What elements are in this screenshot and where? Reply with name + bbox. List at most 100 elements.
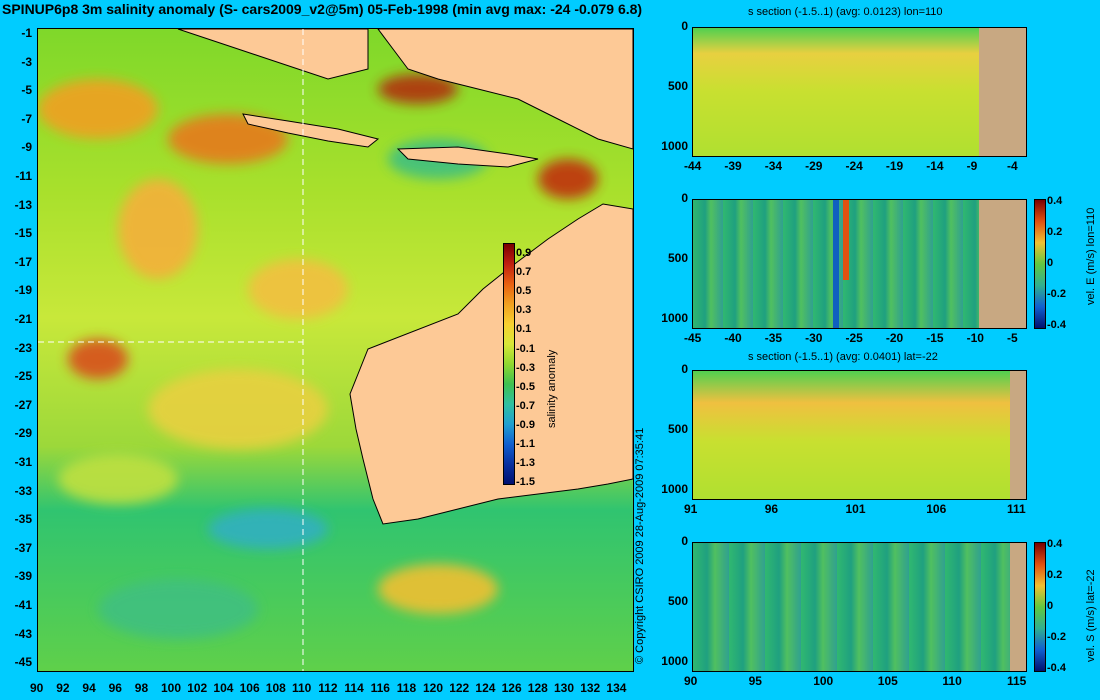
panel2-colorbar-tick: -0.2	[1047, 288, 1066, 300]
map-lat-tick: -11	[15, 169, 32, 183]
panel4-x-tick: 90	[684, 674, 698, 688]
panel1-section	[692, 27, 1027, 157]
salinity-colorbar-tick: 0.3	[516, 304, 532, 317]
panel2-x-tick: -45	[684, 331, 702, 345]
map-lon-tick: 102	[187, 681, 208, 695]
map-lon-tick: 100	[161, 681, 182, 695]
map-lat-tick: -3	[21, 54, 32, 69]
panel2-x-tick: -40	[724, 331, 742, 345]
map-lat-tick: -17	[14, 254, 32, 269]
panel4-colorbar-tick: 0.4	[1047, 538, 1063, 550]
salinity-colorbar-tick: 0.9	[516, 247, 532, 259]
map-lon-tick: 96	[108, 681, 122, 695]
map-lat-tick: -13	[14, 197, 32, 212]
salinity-colorbar-tick: 0.5	[516, 285, 532, 298]
map-lat-tick: -5	[21, 83, 32, 98]
map-lon-tick: 112	[318, 681, 338, 695]
map-lat-tick: -1	[21, 26, 32, 40]
panel2-x-tick: -30	[805, 331, 823, 345]
map-lon-tick: 132	[580, 681, 601, 695]
salinity-colorbar	[503, 243, 515, 485]
salinity-colorbar-tick: -0.7	[516, 399, 535, 412]
panel2-colorbar	[1034, 199, 1046, 329]
map-lat-tick: -7	[21, 111, 32, 126]
map-lat-tick: -45	[14, 655, 32, 670]
salinity-colorbar-tick: -0.9	[516, 418, 535, 431]
map-lon-tick: 128	[527, 681, 548, 695]
panel2-x-tick: -10	[966, 331, 984, 345]
panel2-velocity	[692, 199, 1027, 329]
panel4-x-tick: 100	[813, 674, 834, 688]
map-lon-tick: 130	[554, 681, 575, 695]
panel1-x-tick: -39	[724, 159, 742, 173]
salinity-map	[37, 28, 634, 672]
map-lon-tick: 108	[265, 681, 286, 695]
panel1-title: s section (-1.5..1) (avg: 0.0123) lon=11…	[748, 6, 943, 18]
panel4-colorbar-tick: 0	[1047, 600, 1054, 612]
map-lon-tick: 134	[606, 681, 627, 695]
map-lat-tick: -43	[14, 626, 32, 641]
salinity-colorbar-tick: -1.1	[516, 438, 535, 450]
map-lon-tick: 94	[82, 681, 96, 695]
panel2-x-tick: -35	[764, 331, 783, 345]
map-lat-tick: -23	[14, 340, 32, 355]
panel4-velocity	[692, 542, 1027, 672]
panel1-y-tick: 1000	[661, 139, 688, 153]
map-lat-tick: -31	[14, 455, 32, 469]
salinity-colorbar-tick: -0.5	[516, 380, 535, 393]
map-lon-tick: 98	[134, 681, 149, 695]
panel3-section	[692, 370, 1027, 500]
panel4-x-tick: 95	[748, 674, 762, 688]
map-lat-tick: -27	[14, 397, 32, 412]
copyright-notice: © Copyright CSIRO 2009 28-Aug-2009 07:35…	[634, 427, 646, 664]
panel3-x-tick: 96	[764, 502, 779, 516]
salinity-colorbar-tick: -1.5	[516, 476, 535, 489]
map-lat-tick: -33	[14, 483, 32, 498]
map-lat-tick: -41	[14, 598, 32, 612]
panel4-x-tick: 115	[1007, 674, 1027, 688]
panel1-x-tick: -9	[966, 159, 978, 173]
map-lon-tick: 104	[213, 681, 234, 695]
salinity-colorbar-tick: -1.3	[516, 457, 535, 470]
panel2-x-tick: -5	[1007, 331, 1018, 345]
panel4-colorbar-label: vel. S (m/s) lat=-22	[1085, 569, 1097, 662]
panel4-x-tick: 110	[942, 674, 962, 688]
map-lat-tick: -21	[14, 312, 32, 326]
map-lat-tick: -39	[14, 569, 32, 584]
salinity-colorbar-label: salinity anomaly	[546, 349, 558, 428]
panel4-colorbar-tick: -0.2	[1047, 631, 1066, 643]
map-lon-tick: 118	[396, 681, 417, 695]
panel4-y-tick: 1000	[661, 654, 688, 668]
map-lat-tick: -29	[14, 426, 32, 441]
panel1-x-tick: -4	[1007, 159, 1018, 173]
panel3-x-tick: 106	[926, 502, 947, 516]
panel3-y-tick: 1000	[661, 482, 688, 496]
map-lon-tick: 122	[449, 681, 470, 695]
panel3-x-tick: 91	[684, 502, 698, 516]
panel2-y-tick: 0	[681, 191, 688, 205]
map-lon-tick: 116	[370, 681, 390, 695]
map-lat-tick: -15	[14, 226, 32, 241]
map-lon-tick: 114	[344, 681, 364, 695]
panel2-colorbar-tick: 0.2	[1047, 226, 1063, 238]
panel4-y-tick: 0	[681, 534, 688, 548]
panel1-x-tick: -19	[885, 159, 904, 173]
panel2-colorbar-label: vel. E (m/s) lon=110	[1085, 207, 1097, 305]
panel2-colorbar-tick: -0.4	[1047, 319, 1066, 331]
panel4-colorbar-tick: 0.2	[1047, 569, 1063, 581]
map-lon-tick: 90	[30, 681, 44, 695]
panel2-x-tick: -15	[926, 331, 944, 345]
map-lat-tick: -25	[14, 369, 32, 384]
panel1-x-tick: -14	[926, 159, 944, 173]
panel1-x-tick: -34	[764, 159, 783, 173]
map-lon-tick: 126	[501, 681, 522, 695]
map-lon-tick: 106	[239, 681, 260, 695]
panel2-x-tick: -20	[885, 331, 904, 345]
map-lat-tick: -19	[14, 283, 32, 298]
map-lon-tick: 120	[423, 681, 444, 695]
map-title: SPINUP6p8 3m salinity anomaly (S- cars20…	[2, 1, 643, 17]
panel3-x-tick: 111	[1007, 502, 1026, 516]
salinity-colorbar-tick: 0.1	[516, 323, 532, 336]
panel4-colorbar-tick: -0.4	[1047, 662, 1066, 674]
salinity-map-canvas	[38, 29, 633, 671]
